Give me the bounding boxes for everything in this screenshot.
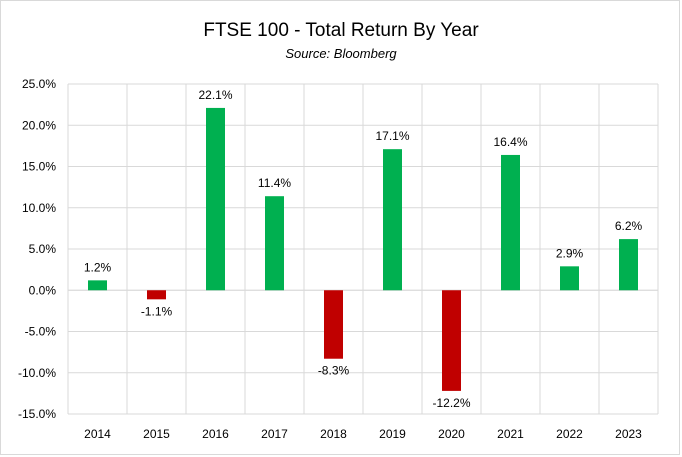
bar-2016 bbox=[206, 107, 225, 291]
x-tick-label: 2019 bbox=[379, 427, 406, 441]
x-tick-label: 2017 bbox=[261, 427, 288, 441]
y-tick-label: 10.0% bbox=[22, 201, 56, 215]
bar-2019 bbox=[383, 149, 402, 291]
chart-title: FTSE 100 - Total Return By Year bbox=[203, 20, 479, 41]
y-tick-label: 20.0% bbox=[22, 118, 56, 132]
x-tick-label: 2021 bbox=[497, 427, 524, 441]
data-label-2023: 6.2% bbox=[615, 219, 643, 233]
y-axis-ticks: 25.0% 20.0% 15.0% 10.0% 5.0% 0.0% -5.0% -10.0% -… bbox=[18, 77, 56, 421]
bar-2023 bbox=[619, 239, 638, 291]
data-label-2016: 22.1% bbox=[198, 88, 232, 102]
x-tick-label: 2015 bbox=[143, 427, 170, 441]
data-labels: 1.2% -1.1% 22.1% 11.4% -8.3% 17.1% -12.2% 16.4%… bbox=[84, 88, 643, 410]
x-tick-label: 2023 bbox=[615, 427, 642, 441]
x-tick-label: 2014 bbox=[84, 427, 111, 441]
y-tick-label: 25.0% bbox=[22, 77, 56, 91]
bar-2014 bbox=[88, 280, 107, 291]
bars bbox=[88, 107, 638, 391]
bar-2015 bbox=[147, 290, 166, 300]
x-tick-label: 2016 bbox=[202, 427, 229, 441]
y-tick-label: 15.0% bbox=[22, 160, 56, 174]
x-tick-label: 2020 bbox=[438, 427, 465, 441]
data-label-2015: -1.1% bbox=[141, 304, 173, 318]
gridlines bbox=[67, 83, 659, 415]
data-label-2018: -8.3% bbox=[318, 364, 350, 378]
bar-2020 bbox=[442, 290, 461, 391]
data-label-2022: 2.9% bbox=[556, 246, 584, 260]
data-label-2014: 1.2% bbox=[84, 260, 112, 274]
y-tick-label: 0.0% bbox=[29, 283, 57, 297]
y-tick-label: -5.0% bbox=[25, 325, 57, 339]
x-axis-ticks: 2014 2015 2016 2017 2018 2019 2020 2021 2022 2023 bbox=[84, 427, 642, 441]
y-tick-label: -10.0% bbox=[18, 366, 56, 380]
data-label-2021: 16.4% bbox=[493, 135, 527, 149]
bar-2021 bbox=[501, 154, 520, 291]
y-tick-label: 5.0% bbox=[29, 242, 57, 256]
data-label-2020: -12.2% bbox=[432, 396, 470, 410]
data-label-2019: 17.1% bbox=[375, 129, 409, 143]
bar-2022 bbox=[560, 266, 579, 291]
bar-2018 bbox=[324, 290, 343, 359]
y-tick-label: -15.0% bbox=[18, 407, 56, 421]
chart-subtitle: Source: Bloomberg bbox=[285, 46, 397, 61]
bar-2017 bbox=[265, 196, 284, 291]
data-label-2017: 11.4% bbox=[258, 176, 291, 190]
x-tick-label: 2022 bbox=[556, 427, 583, 441]
x-tick-label: 2018 bbox=[320, 427, 347, 441]
